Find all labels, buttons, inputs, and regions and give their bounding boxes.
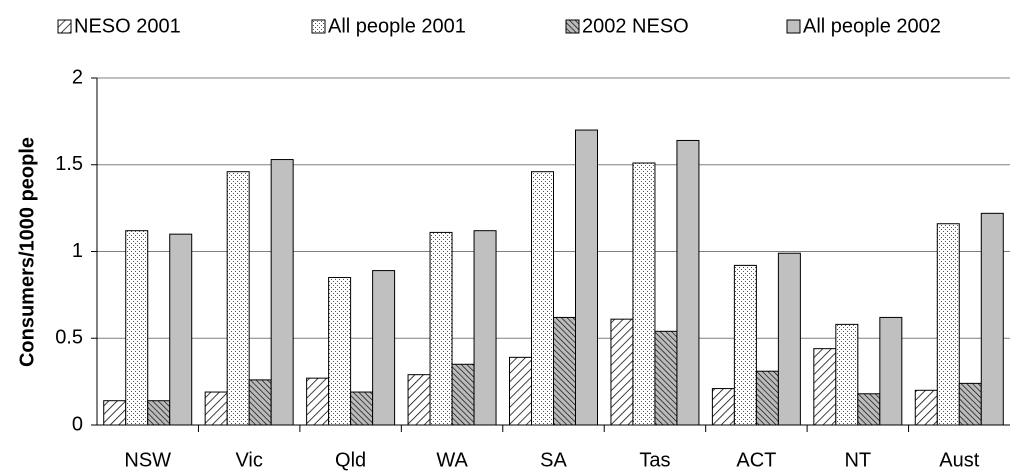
legend-swatch xyxy=(565,19,580,34)
bar xyxy=(270,159,294,426)
bar xyxy=(777,252,801,426)
x-tick-label: ACT xyxy=(736,449,776,471)
bar xyxy=(936,223,960,426)
bar xyxy=(958,382,982,426)
bar xyxy=(473,230,497,426)
bar xyxy=(509,356,532,426)
x-tick-label: Qld xyxy=(335,449,366,471)
bar xyxy=(575,129,598,426)
bar xyxy=(350,391,374,426)
bar xyxy=(711,388,735,426)
bar xyxy=(857,393,881,426)
x-tick-label: WA xyxy=(436,449,468,471)
bar xyxy=(654,330,678,426)
bar xyxy=(632,162,656,426)
bar xyxy=(553,316,576,426)
bar xyxy=(125,230,149,426)
y-axis-label: Consumers/1000 people xyxy=(16,137,38,367)
bar xyxy=(835,323,859,426)
bar xyxy=(733,264,757,426)
bar xyxy=(248,379,272,426)
bar xyxy=(610,318,634,426)
bar xyxy=(451,363,475,426)
y-tick-label: 0 xyxy=(72,413,83,435)
bar xyxy=(372,270,396,426)
legend-swatch xyxy=(786,19,801,34)
legend-swatch xyxy=(311,19,326,34)
legend-label: All people 2002 xyxy=(803,15,941,37)
bar xyxy=(306,377,330,426)
bar xyxy=(407,374,431,426)
x-tick-label: NSW xyxy=(124,449,171,471)
legend-label: NESO 2001 xyxy=(74,15,181,37)
bar xyxy=(169,233,193,426)
bar xyxy=(204,391,228,426)
x-tick-label: Aust xyxy=(939,449,979,471)
y-tick-label: 1.5 xyxy=(55,153,83,175)
bar xyxy=(103,400,127,426)
x-tick-label: SA xyxy=(540,449,567,471)
y-tick-label: 2 xyxy=(72,66,83,88)
legend-label: All people 2001 xyxy=(328,15,466,37)
bar xyxy=(429,231,453,426)
bar xyxy=(914,389,938,426)
bar xyxy=(813,348,837,426)
bar xyxy=(980,212,1004,426)
y-tick-label: 0.5 xyxy=(55,327,83,349)
x-tick-label: NT xyxy=(844,449,871,471)
bar xyxy=(328,277,352,426)
bar xyxy=(531,171,554,426)
legend-swatch xyxy=(57,19,72,34)
bar xyxy=(147,400,171,426)
y-tick-label: 1 xyxy=(72,240,83,262)
bar xyxy=(676,139,700,426)
bar xyxy=(879,316,903,426)
x-tick-label: Tas xyxy=(639,449,670,471)
x-tick-label: Vic xyxy=(235,449,262,471)
legend-label: 2002 NESO xyxy=(582,15,689,37)
bar xyxy=(755,370,779,426)
bar xyxy=(226,171,250,426)
